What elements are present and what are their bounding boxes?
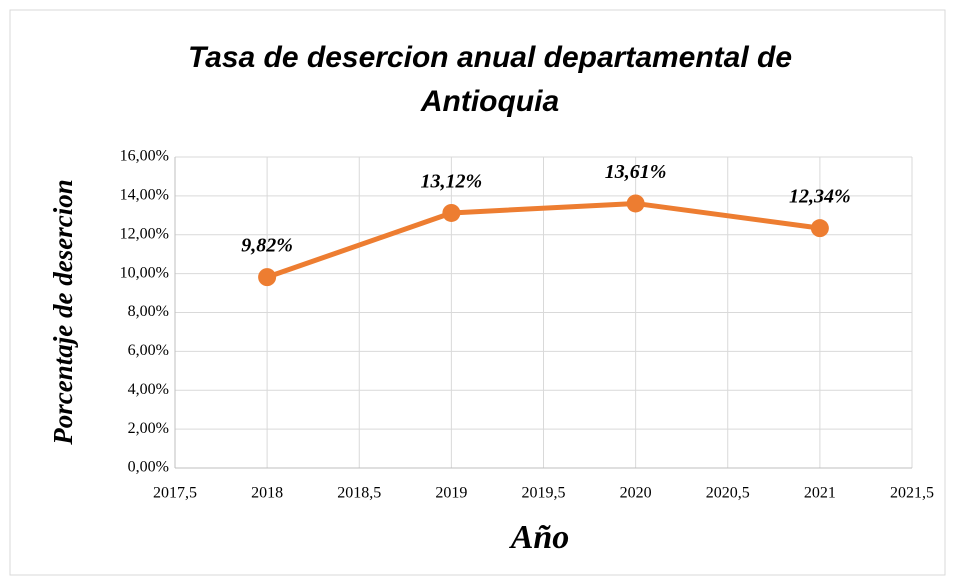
x-tick-label: 2021 xyxy=(804,485,836,502)
x-tick-label: 2021,5 xyxy=(890,485,934,502)
x-tick-label: 2019 xyxy=(435,485,467,502)
x-tick-label: 2018 xyxy=(251,485,283,502)
y-tick-label: 12,00% xyxy=(120,225,169,242)
y-tick-label: 14,00% xyxy=(120,187,169,204)
x-tick-label: 2018,5 xyxy=(337,485,381,502)
y-tick-label: 8,00% xyxy=(128,303,169,320)
x-tick-label: 2020,5 xyxy=(706,485,750,502)
data-label: 13,12% xyxy=(421,171,483,193)
x-tick-label: 2019,5 xyxy=(522,485,566,502)
y-tick-label: 0,00% xyxy=(128,459,169,476)
chart-frame xyxy=(9,9,946,576)
data-point xyxy=(442,203,461,222)
data-point xyxy=(258,268,277,287)
chart-title: Tasa de desercion anual departamental de… xyxy=(187,41,793,118)
data-label: 9,82% xyxy=(241,235,293,257)
y-tick-label: 16,00% xyxy=(120,148,169,165)
y-tick-label: 10,00% xyxy=(120,264,169,281)
x-axis-label: Año xyxy=(509,519,570,556)
y-axis-label: Porcentaje de desercion xyxy=(48,179,78,445)
y-tick-label: 6,00% xyxy=(128,342,169,359)
data-line xyxy=(266,200,821,280)
data-label: 13,61% xyxy=(605,161,667,183)
x-tick-label: 2017,5 xyxy=(153,485,197,502)
data-point xyxy=(626,194,645,213)
y-tick-label: 4,00% xyxy=(128,381,169,398)
data-point xyxy=(810,219,829,238)
x-tick-label: 2020 xyxy=(620,485,652,502)
data-label: 12,34% xyxy=(789,186,851,208)
y-tick-label: 2,00% xyxy=(128,420,169,437)
